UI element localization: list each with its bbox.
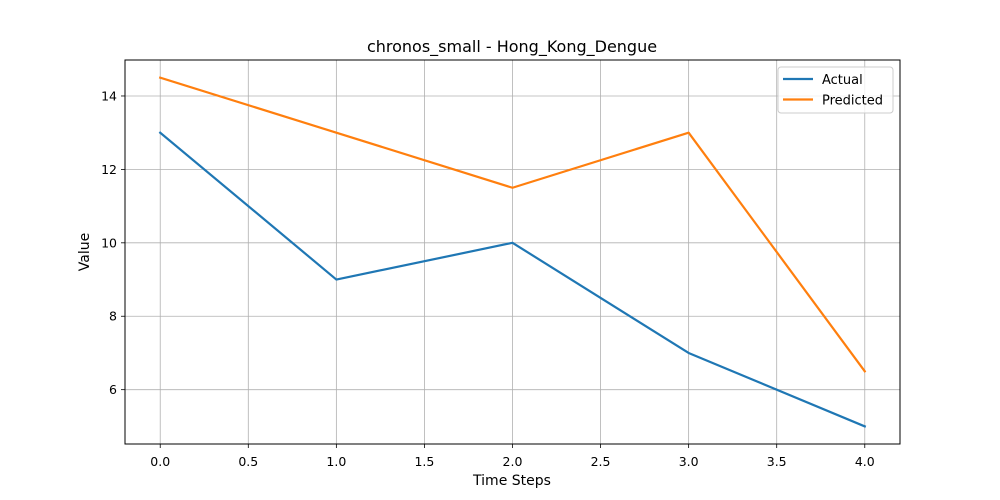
x-tick-label: 3.0 bbox=[679, 454, 699, 469]
chart-title: chronos_small - Hong_Kong_Dengue bbox=[367, 37, 657, 57]
data-point-predicted bbox=[159, 77, 161, 79]
legend-label-predicted: Predicted bbox=[822, 94, 883, 109]
grid bbox=[125, 60, 900, 444]
y-tick-label: 6 bbox=[109, 382, 117, 397]
x-tick-label: 0.5 bbox=[238, 454, 258, 469]
x-tick-label: 0.0 bbox=[150, 454, 170, 469]
x-tick-label: 2.5 bbox=[591, 454, 611, 469]
series-line-predicted bbox=[158, 76, 867, 373]
data-point-actual bbox=[512, 242, 514, 244]
x-tick-label: 4.0 bbox=[855, 454, 875, 469]
x-axis-label: Time Steps bbox=[472, 473, 551, 489]
y-tick-label: 12 bbox=[101, 162, 117, 177]
series-lines bbox=[158, 76, 867, 428]
y-axis-label: Value bbox=[77, 233, 93, 271]
data-point-actual bbox=[159, 132, 161, 134]
legend-label-actual: Actual bbox=[822, 73, 863, 88]
x-tick-label: 1.0 bbox=[326, 454, 346, 469]
data-point-predicted bbox=[335, 132, 337, 134]
x-tick-label: 3.5 bbox=[767, 454, 787, 469]
data-point-actual bbox=[335, 279, 337, 281]
data-point-predicted bbox=[864, 370, 866, 372]
data-point-predicted bbox=[512, 187, 514, 189]
data-point-predicted bbox=[688, 132, 690, 134]
x-tick-label: 2.0 bbox=[503, 454, 523, 469]
axis-ticks: 0.0 0.5 1.0 1.5 2.0 2.5 3.0 3.5 4.0 6 8 10 12 14 bbox=[101, 88, 875, 469]
y-tick-label: 10 bbox=[101, 235, 117, 250]
data-point-actual bbox=[864, 425, 866, 427]
series-line-actual bbox=[158, 131, 867, 428]
legend: Actual Predicted bbox=[777, 66, 894, 114]
y-tick-label: 14 bbox=[101, 88, 117, 103]
x-tick-label: 1.5 bbox=[414, 454, 434, 469]
data-point-actual bbox=[688, 352, 690, 354]
y-tick-label: 8 bbox=[109, 309, 117, 324]
